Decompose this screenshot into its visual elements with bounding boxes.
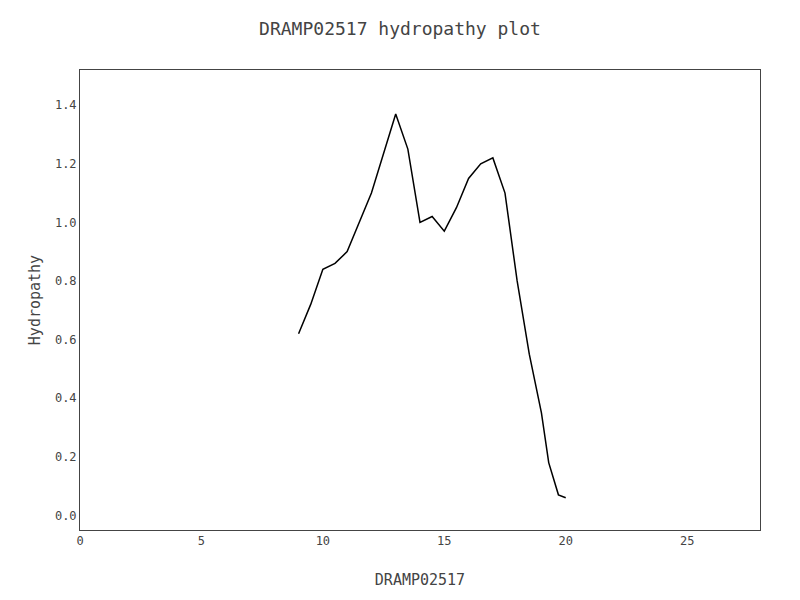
svg-text:5: 5 xyxy=(198,534,205,548)
svg-text:0: 0 xyxy=(76,534,83,548)
svg-text:0.8: 0.8 xyxy=(55,274,77,288)
svg-text:DRAMP02517 hydropathy plot: DRAMP02517 hydropathy plot xyxy=(259,18,541,39)
svg-text:0.2: 0.2 xyxy=(55,450,77,464)
svg-text:20: 20 xyxy=(558,534,572,548)
svg-text:1.2: 1.2 xyxy=(55,157,77,171)
svg-text:0.0: 0.0 xyxy=(55,509,77,523)
svg-text:15: 15 xyxy=(437,534,451,548)
svg-text:DRAMP02517: DRAMP02517 xyxy=(375,571,465,589)
svg-text:1.0: 1.0 xyxy=(55,216,77,230)
svg-text:0.4: 0.4 xyxy=(55,391,77,405)
svg-text:0.6: 0.6 xyxy=(55,333,77,347)
svg-text:1.4: 1.4 xyxy=(55,98,77,112)
svg-text:Hydropathy: Hydropathy xyxy=(26,255,44,345)
svg-text:10: 10 xyxy=(316,534,330,548)
svg-text:25: 25 xyxy=(680,534,694,548)
